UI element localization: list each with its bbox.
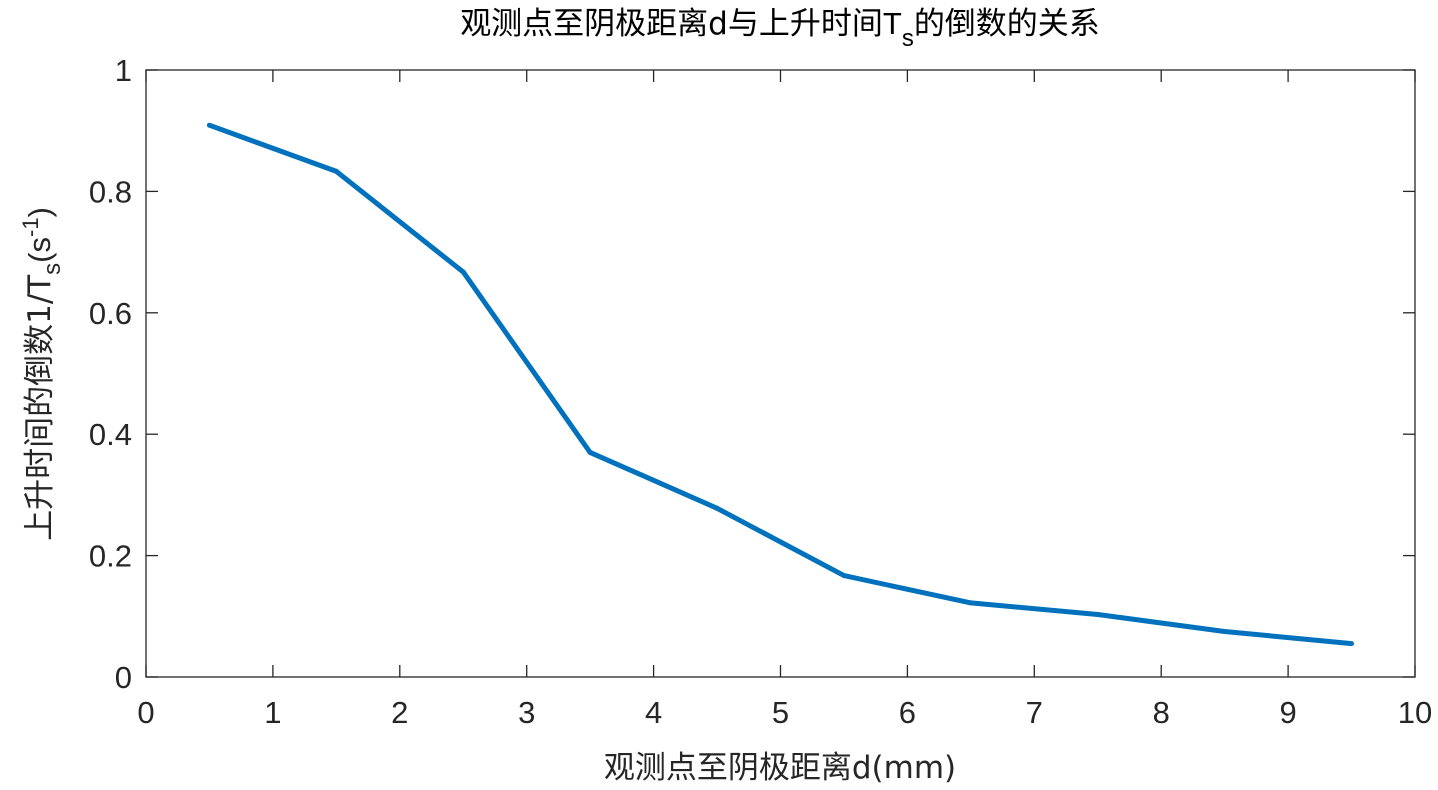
series-line-0 xyxy=(208,122,1352,647)
x-tick-label: 2 xyxy=(391,695,408,730)
x-tick-label: 8 xyxy=(1153,695,1170,730)
chart-title-text: 观测点至阴极距离d与上升时间 xyxy=(460,6,883,42)
y-axis-label-subscript: s xyxy=(39,263,66,275)
y-axis-label: 上升时间的倒数1/Ts(s-1) xyxy=(18,207,66,541)
y-axis-label-mid: (s xyxy=(22,237,57,263)
chart-title: 观测点至阴极距离d与上升时间Ts的倒数的关系 xyxy=(460,6,1100,52)
x-tick-label: 0 xyxy=(137,695,154,730)
y-axis-label-suffix: ) xyxy=(22,207,57,217)
data-point xyxy=(333,168,339,174)
data-point xyxy=(587,449,593,455)
x-tick-label: 5 xyxy=(772,695,789,730)
y-tick-label: 0 xyxy=(115,660,132,695)
chart-title-subscript: s xyxy=(902,25,914,52)
data-point xyxy=(1349,641,1354,647)
y-tick-label: 0.8 xyxy=(89,174,132,209)
x-tick-label: 6 xyxy=(899,695,916,730)
series-layer xyxy=(206,122,1354,647)
data-point xyxy=(714,505,720,511)
data-point xyxy=(841,573,847,579)
y-axis-label-superscript: -1 xyxy=(18,217,43,237)
data-point xyxy=(1095,612,1101,617)
x-axis-ticks: 0 1 2 3 4 5 6 7 8 9 10 xyxy=(137,70,1432,730)
x-tick-label: 7 xyxy=(1026,695,1043,730)
chart-title-symbol: T xyxy=(883,6,902,41)
data-point xyxy=(206,122,212,128)
y-tick-label: 0.4 xyxy=(89,417,132,452)
data-point xyxy=(968,600,974,606)
x-tick-label: 9 xyxy=(1279,695,1296,730)
x-tick-label: 3 xyxy=(518,695,535,730)
plot-area xyxy=(145,69,1416,678)
data-point xyxy=(460,269,466,275)
data-point xyxy=(1222,629,1228,634)
x-axis-label: 观测点至阴极距离d(mm) xyxy=(604,750,956,786)
x-tick-label: 1 xyxy=(264,695,281,730)
y-tick-label: 1 xyxy=(115,53,132,88)
x-tick-label: 10 xyxy=(1398,695,1432,730)
y-tick-label: 0.2 xyxy=(89,539,132,574)
x-tick-label: 4 xyxy=(645,695,662,730)
y-tick-label: 0.6 xyxy=(89,296,132,331)
chart-title-suffix: 的倒数的关系 xyxy=(914,6,1100,42)
y-axis-ticks: 0 0.2 0.4 0.6 0.8 1 xyxy=(89,53,1415,695)
y-axis-label-prefix: 上升时间的倒数1/T xyxy=(22,274,58,541)
